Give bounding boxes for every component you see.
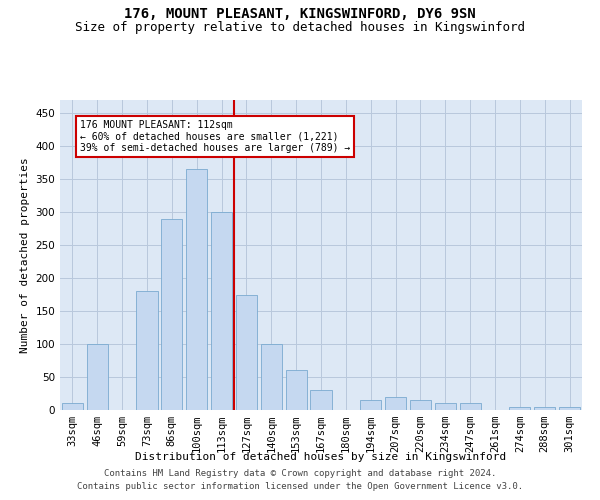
Bar [136, 292, 158, 410]
Text: 176 MOUNT PLEASANT: 112sqm
← 60% of detached houses are smaller (1,221)
39% of s: 176 MOUNT PLEASANT: 112sqm ← 60% of deta… [80, 120, 350, 153]
Bar [236, 294, 257, 410]
Bar [534, 406, 555, 410]
Text: Size of property relative to detached houses in Kingswinford: Size of property relative to detached ho… [75, 21, 525, 34]
Text: 176, MOUNT PLEASANT, KINGSWINFORD, DY6 9SN: 176, MOUNT PLEASANT, KINGSWINFORD, DY6 9… [124, 8, 476, 22]
Bar [460, 404, 481, 410]
Bar [161, 218, 182, 410]
Text: Contains HM Land Registry data © Crown copyright and database right 2024.: Contains HM Land Registry data © Crown c… [104, 468, 496, 477]
Bar [186, 170, 207, 410]
Bar [87, 344, 108, 410]
Bar [559, 406, 580, 410]
Bar [410, 400, 431, 410]
Bar [211, 212, 232, 410]
Text: Distribution of detached houses by size in Kingswinford: Distribution of detached houses by size … [136, 452, 506, 462]
Y-axis label: Number of detached properties: Number of detached properties [20, 157, 30, 353]
Bar [435, 404, 456, 410]
Bar [310, 390, 332, 410]
Bar [509, 406, 530, 410]
Text: Contains public sector information licensed under the Open Government Licence v3: Contains public sector information licen… [77, 482, 523, 491]
Bar [360, 400, 381, 410]
Bar [62, 404, 83, 410]
Bar [261, 344, 282, 410]
Bar [385, 397, 406, 410]
Bar [286, 370, 307, 410]
